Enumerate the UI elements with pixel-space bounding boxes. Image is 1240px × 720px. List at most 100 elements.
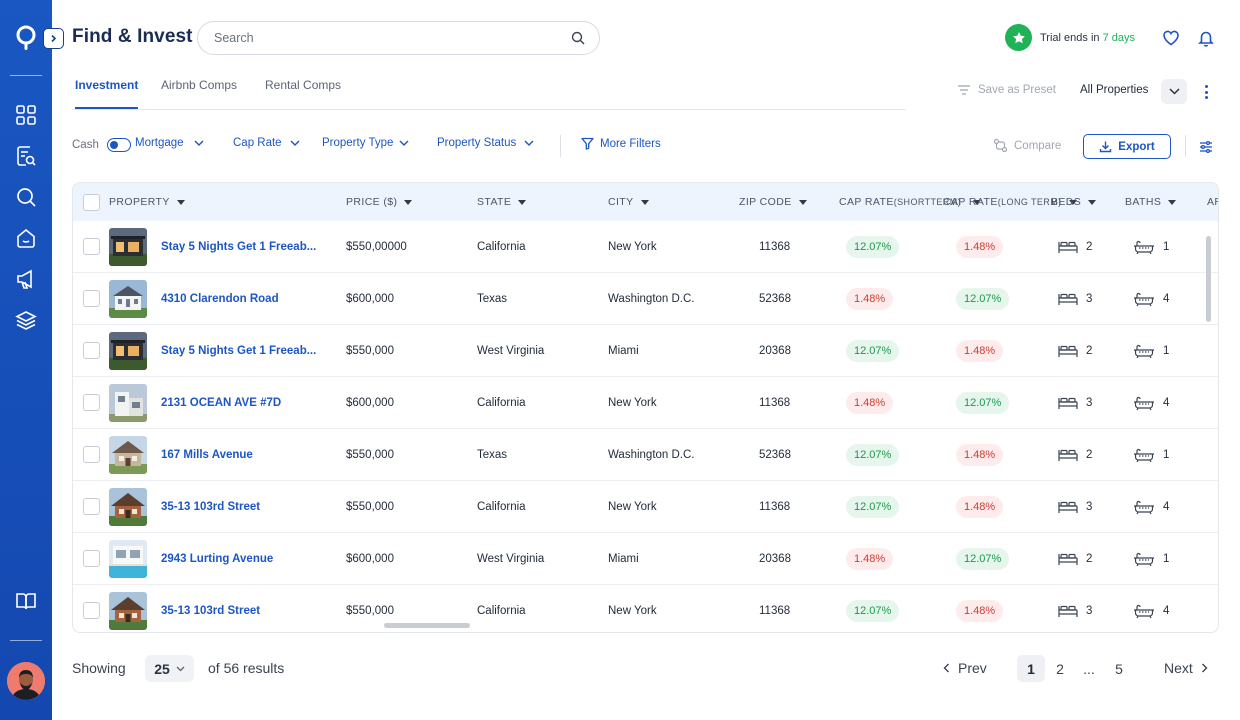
all-properties-dropdown[interactable] bbox=[1161, 79, 1187, 104]
bed-icon bbox=[1058, 292, 1086, 306]
sort-caret-icon bbox=[404, 199, 413, 205]
row-checkbox[interactable] bbox=[83, 238, 100, 255]
property-name-link[interactable]: Stay 5 Nights Get 1 Freeab... bbox=[161, 240, 317, 253]
property-name-link[interactable]: 2943 Lurting Avenue bbox=[161, 552, 274, 565]
page-2-button[interactable]: 2 bbox=[1056, 660, 1064, 677]
city-cell: New York bbox=[608, 240, 657, 253]
layers-icon[interactable] bbox=[15, 309, 37, 331]
column-header-property[interactable]: PROPERTY bbox=[109, 183, 185, 221]
more-options-icon[interactable] bbox=[1199, 82, 1213, 102]
book-icon[interactable] bbox=[15, 590, 37, 612]
zip-cell: 11368 bbox=[759, 500, 791, 513]
state-cell: Texas bbox=[477, 292, 508, 305]
property-thumbnail[interactable] bbox=[109, 384, 147, 422]
property-type-label: Property Type bbox=[322, 137, 394, 149]
star-icon bbox=[1005, 24, 1032, 51]
home-icon[interactable] bbox=[15, 227, 37, 249]
column-header-extra[interactable]: AR bbox=[1207, 196, 1218, 208]
table-row[interactable]: 4310 Clarendon Road $600,000 Texas Washingt… bbox=[73, 273, 1218, 325]
avatar[interactable] bbox=[7, 662, 45, 700]
table-row[interactable]: Stay 5 Nights Get 1 Freeab... $550,000 Wes… bbox=[73, 325, 1218, 377]
property-thumbnail[interactable] bbox=[109, 280, 147, 318]
property-type-filter[interactable]: Property Type bbox=[322, 137, 409, 149]
property-thumbnail[interactable] bbox=[109, 540, 147, 578]
row-checkbox[interactable] bbox=[83, 394, 100, 411]
search-input[interactable] bbox=[214, 31, 571, 45]
tab-airbnb-comps[interactable]: Airbnb Comps bbox=[161, 78, 238, 92]
compare-button[interactable]: Compare bbox=[993, 138, 1061, 153]
row-checkbox[interactable] bbox=[83, 498, 100, 515]
table-row[interactable]: 35-13 103rd Street $550,000 California New … bbox=[73, 481, 1218, 533]
property-thumbnail[interactable] bbox=[109, 436, 147, 474]
search-bar[interactable] bbox=[197, 21, 600, 55]
trial-banner[interactable]: Trial ends in 7 days bbox=[1005, 24, 1135, 51]
chevron-down-icon bbox=[290, 140, 300, 146]
table-row[interactable]: 167 Mills Avenue $550,000 Texas Washington … bbox=[73, 429, 1218, 481]
download-icon bbox=[1100, 141, 1112, 153]
cap-rate-filter[interactable]: Cap Rate bbox=[233, 137, 300, 149]
baths-count: 1 bbox=[1163, 344, 1170, 357]
table-row[interactable]: 35-13 103rd Street $550,000 California New … bbox=[73, 585, 1218, 632]
page-5-button[interactable]: 5 bbox=[1115, 660, 1123, 677]
export-button[interactable]: Export bbox=[1083, 134, 1171, 159]
vertical-scrollbar[interactable] bbox=[1206, 236, 1211, 322]
column-header-beds[interactable]: BEDS bbox=[1051, 183, 1097, 221]
all-properties-label[interactable]: All Properties bbox=[1080, 84, 1149, 96]
tab-rental-comps[interactable]: Rental Comps bbox=[265, 78, 342, 92]
document-search-icon[interactable] bbox=[15, 145, 37, 167]
zip-cell: 11368 bbox=[759, 240, 791, 253]
property-name-link[interactable]: 167 Mills Avenue bbox=[161, 448, 253, 461]
property-thumbnail[interactable] bbox=[109, 592, 147, 630]
property-status-filter[interactable]: Property Status bbox=[437, 137, 534, 149]
property-name-link[interactable]: Stay 5 Nights Get 1 Freeab... bbox=[161, 344, 317, 357]
column-header-zip[interactable]: ZIP CODE bbox=[739, 183, 807, 221]
row-checkbox[interactable] bbox=[83, 602, 100, 619]
cap-rate-long-badge: 1.48% bbox=[956, 495, 1004, 518]
heart-icon[interactable] bbox=[1162, 29, 1180, 47]
save-as-preset-label: Save as Preset bbox=[978, 84, 1056, 96]
row-checkbox[interactable] bbox=[83, 550, 100, 567]
table-row[interactable]: 2131 OCEAN AVE #7D $600,000 California New … bbox=[73, 377, 1218, 429]
cash-mortgage-toggle[interactable] bbox=[107, 138, 131, 152]
tab-investment[interactable]: Investment bbox=[75, 78, 139, 109]
more-filters-label: More Filters bbox=[600, 137, 661, 150]
table-row[interactable]: 2943 Lurting Avenue $600,000 West Virginia… bbox=[73, 533, 1218, 585]
grid-icon[interactable] bbox=[15, 104, 37, 126]
mortgage-filter[interactable]: Mortgage bbox=[135, 137, 204, 149]
horizontal-scrollbar[interactable] bbox=[384, 623, 470, 628]
page-size-select[interactable]: 25 bbox=[145, 655, 194, 682]
column-header-baths[interactable]: BATHS bbox=[1125, 183, 1177, 221]
sidebar-expand-button[interactable] bbox=[43, 28, 64, 49]
column-header-state[interactable]: STATE bbox=[477, 183, 527, 221]
compare-icon bbox=[993, 138, 1008, 153]
row-checkbox[interactable] bbox=[83, 290, 100, 307]
property-name-link[interactable]: 35-13 103rd Street bbox=[161, 604, 261, 617]
row-checkbox[interactable] bbox=[83, 446, 100, 463]
bell-icon[interactable] bbox=[1197, 29, 1215, 47]
bathtub-icon bbox=[1133, 344, 1163, 358]
state-cell: California bbox=[477, 500, 526, 513]
column-header-city[interactable]: CITY bbox=[608, 183, 649, 221]
column-header-cap-short[interactable]: CAP RATE(SHORTTERM) bbox=[839, 183, 981, 221]
prev-page-button[interactable]: Prev bbox=[943, 660, 987, 676]
page-1-button[interactable]: 1 bbox=[1017, 655, 1045, 682]
column-header-cap-long[interactable]: CAP RATE(LONG TERM) bbox=[943, 183, 1077, 221]
property-thumbnail[interactable] bbox=[109, 488, 147, 526]
property-thumbnail[interactable] bbox=[109, 332, 147, 370]
select-all-checkbox[interactable] bbox=[83, 194, 100, 211]
row-checkbox[interactable] bbox=[83, 342, 100, 359]
save-as-preset-button[interactable]: Save as Preset bbox=[957, 84, 1056, 96]
property-thumbnail[interactable] bbox=[109, 228, 147, 266]
column-header-price[interactable]: PRICE ($) bbox=[346, 183, 413, 221]
search-icon[interactable] bbox=[571, 31, 585, 45]
location-pin-logo-icon[interactable] bbox=[14, 24, 38, 52]
table-row[interactable]: Stay 5 Nights Get 1 Freeab... $550,00000 C… bbox=[73, 221, 1218, 273]
next-page-button[interactable]: Next bbox=[1164, 660, 1208, 676]
property-name-link[interactable]: 4310 Clarendon Road bbox=[161, 292, 279, 305]
property-name-link[interactable]: 35-13 103rd Street bbox=[161, 500, 261, 513]
column-settings-icon[interactable] bbox=[1198, 139, 1214, 155]
more-filters-button[interactable]: More Filters bbox=[581, 137, 661, 150]
search-icon[interactable] bbox=[15, 186, 37, 208]
megaphone-icon[interactable] bbox=[15, 268, 37, 290]
property-name-link[interactable]: 2131 OCEAN AVE #7D bbox=[161, 396, 282, 409]
